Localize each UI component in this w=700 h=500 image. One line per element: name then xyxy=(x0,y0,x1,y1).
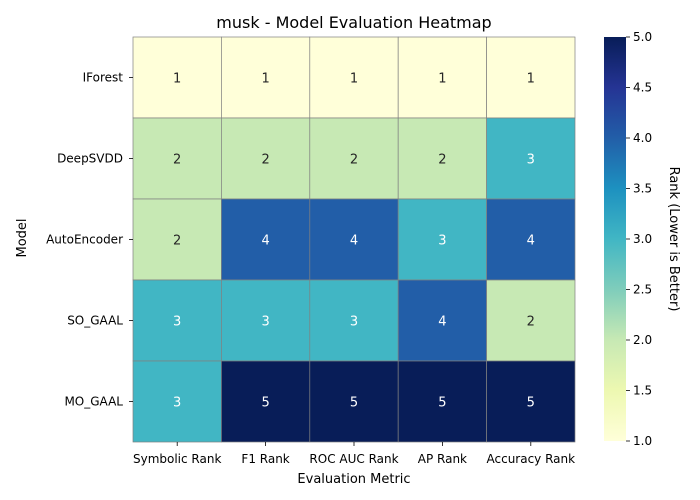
cell-value-label: 3 xyxy=(350,315,358,330)
colorbar-tick-label: 3.0 xyxy=(633,232,652,246)
y-axis-title: Model xyxy=(15,218,30,257)
cell-value-label: 5 xyxy=(438,396,446,411)
colorbar xyxy=(604,37,626,441)
heatmap-cell xyxy=(486,198,576,281)
colorbar-tick-label: 1.5 xyxy=(633,384,652,398)
cell-value-label: 4 xyxy=(350,234,358,249)
heatmap-cell xyxy=(221,279,311,362)
cell-value-label: 3 xyxy=(261,315,269,330)
colorbar-tick-label: 3.5 xyxy=(633,182,652,196)
cell-value-label: 5 xyxy=(350,396,358,411)
x-tick-label: AP Rank xyxy=(418,452,467,466)
cell-value-label: 4 xyxy=(438,315,446,330)
cell-value-label: 3 xyxy=(527,153,535,168)
heatmap-cell xyxy=(132,117,222,200)
y-tick-label: AutoEncoder xyxy=(46,233,123,247)
colorbar-label: Rank (Lower is Better) xyxy=(666,167,681,312)
cell-value-label: 1 xyxy=(173,72,181,87)
cell-value-label: 1 xyxy=(438,72,446,87)
cell-value-label: 1 xyxy=(261,72,269,87)
heatmap-cell xyxy=(397,279,487,362)
heatmap-cell xyxy=(486,360,576,443)
heatmap-cell xyxy=(309,279,399,362)
heatmap-cell xyxy=(486,117,576,200)
cell-value-label: 2 xyxy=(173,153,181,168)
y-tick-label: IForest xyxy=(83,71,124,85)
colorbar-tick-label: 2.0 xyxy=(633,333,652,347)
heatmap-cell xyxy=(486,279,576,362)
x-axis-ticks: Symbolic Rank F1 Rank ROC AUC Rank AP Rank A… xyxy=(133,442,575,466)
x-tick-label: Accuracy Rank xyxy=(487,452,576,466)
x-tick-label: Symbolic Rank xyxy=(133,452,221,466)
colorbar-tick-label: 4.0 xyxy=(633,131,652,145)
cell-value-label: 3 xyxy=(173,396,181,411)
cell-value-label: 2 xyxy=(350,153,358,168)
y-tick-label: SO_GAAL xyxy=(67,314,123,328)
colorbar-tick-label: 2.5 xyxy=(633,283,652,297)
cell-value-label: 3 xyxy=(438,234,446,249)
cell-value-label: 2 xyxy=(438,153,446,168)
heatmap-cell xyxy=(397,198,487,281)
heatmap-cell xyxy=(132,36,222,119)
cell-value-label: 4 xyxy=(527,234,535,249)
colorbar-tick-label: 1.0 xyxy=(633,434,652,448)
cell-value-label: 5 xyxy=(527,396,535,411)
cell-value-label: 5 xyxy=(261,396,269,411)
heatmap-cell xyxy=(309,360,399,443)
cell-value-label: 2 xyxy=(261,153,269,168)
cell-value-label: 2 xyxy=(173,234,181,249)
heatmap-cell xyxy=(486,36,576,119)
cell-value-label: 2 xyxy=(527,315,535,330)
heatmap-cell xyxy=(221,360,311,443)
y-tick-label: DeepSVDD xyxy=(57,152,123,166)
heatmap-cell xyxy=(221,198,311,281)
heatmap-cells: 1 1 1 1 1 2 2 2 2 3 2 4 4 3 4 3 3 3 4 2 3 5 5 5 5 xyxy=(132,36,576,443)
cell-value-label: 1 xyxy=(350,72,358,87)
heatmap-cell xyxy=(132,360,222,443)
x-axis-title: Evaluation Metric xyxy=(297,472,410,487)
chart-title: musk - Model Evaluation Heatmap xyxy=(216,13,491,32)
colorbar-tick-label: 5.0 xyxy=(633,30,652,44)
cell-value-label: 4 xyxy=(261,234,269,249)
cell-value-label: 3 xyxy=(173,315,181,330)
colorbar-gradient xyxy=(604,37,626,441)
y-axis-ticks: IForest DeepSVDD AutoEncoder SO_GAAL MO_GAAL xyxy=(46,71,133,409)
cell-value-label: 1 xyxy=(527,72,535,87)
heatmap-cell xyxy=(309,198,399,281)
heatmap-cell xyxy=(309,36,399,119)
heatmap-cell xyxy=(221,36,311,119)
x-tick-label: ROC AUC Rank xyxy=(309,452,398,466)
colorbar-tick-label: 4.5 xyxy=(633,81,652,95)
x-tick-label: F1 Rank xyxy=(241,452,289,466)
heatmap-cell xyxy=(397,36,487,119)
y-tick-label: MO_GAAL xyxy=(64,395,123,409)
heatmap-cell xyxy=(309,117,399,200)
colorbar-ticks: 1.0 1.5 2.0 2.5 3.0 3.5 4.0 4.5 5.0 xyxy=(626,30,652,448)
